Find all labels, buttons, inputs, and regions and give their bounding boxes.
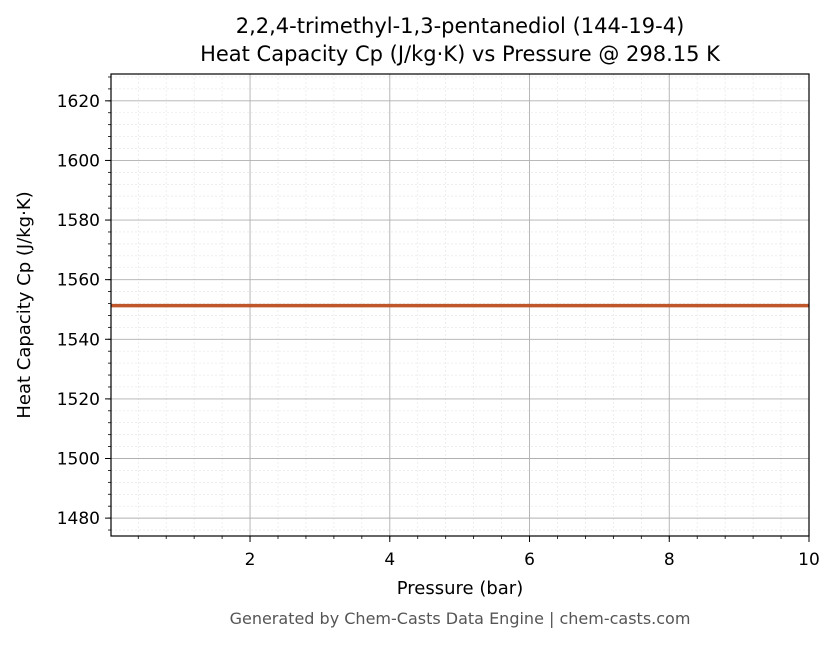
y-tick-label: 1620 — [57, 92, 100, 112]
x-tick-label: 10 — [798, 550, 820, 570]
y-tick-label: 1540 — [57, 330, 100, 350]
x-axis-label: Pressure (bar) — [397, 578, 523, 599]
y-tick-label: 1580 — [57, 211, 100, 231]
y-tick-label: 1500 — [57, 450, 100, 470]
y-axis-label: Heat Capacity Cp (J/kg·K) — [14, 191, 35, 418]
x-tick-label: 8 — [664, 550, 675, 570]
chart-subtitle: Heat Capacity Cp (J/kg·K) vs Pressure @ … — [200, 42, 721, 66]
x-tick-label: 4 — [384, 550, 395, 570]
footer-credit: Generated by Chem-Casts Data Engine | ch… — [230, 609, 691, 628]
x-tick-label: 2 — [245, 550, 256, 570]
y-tick-label: 1600 — [57, 151, 100, 171]
y-tick-label: 1560 — [57, 271, 100, 291]
y-tick-label: 1520 — [57, 390, 100, 410]
plot-frame — [110, 73, 810, 537]
chart-title: 2,2,4-trimethyl-1,3-pentanediol (144-19-… — [236, 14, 685, 38]
y-tick-label: 1480 — [57, 509, 100, 529]
x-tick-label: 6 — [524, 550, 535, 570]
